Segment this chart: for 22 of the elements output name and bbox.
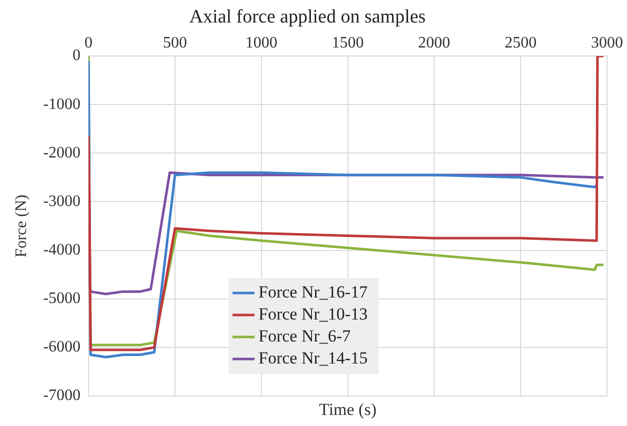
y-tick-label: -7000 <box>43 387 81 404</box>
y-tick-label: -2000 <box>43 144 81 162</box>
y-tick-label: -6000 <box>43 338 81 356</box>
x-tick-label: 2000 <box>418 34 450 52</box>
legend-label: Force Nr_14-15 <box>258 348 368 368</box>
y-tick-label: -4000 <box>43 241 81 258</box>
x-tick-label: 1000 <box>245 34 278 52</box>
y-tick-label: -1000 <box>43 96 81 113</box>
y-tick-label: 0 <box>72 47 81 64</box>
y-tick-label: -5000 <box>43 290 81 308</box>
x-tick-label: 1500 <box>332 34 364 52</box>
legend-label: Force Nr_16-17 <box>258 282 368 302</box>
chart-title: Axial force applied on samples <box>189 6 426 28</box>
y-axis-title: Force (N) <box>12 194 30 258</box>
x-tick-label: 3000 <box>591 34 623 52</box>
x-axis-title: Time (s) <box>319 400 376 419</box>
x-tick-label: 0 <box>84 34 93 52</box>
x-tick-label: 500 <box>162 34 187 52</box>
x-tick-label: 2500 <box>504 34 537 52</box>
legend-label: Force Nr_10-13 <box>258 304 368 324</box>
y-tick-label: -3000 <box>43 192 81 210</box>
legend-label: Force Nr_6-7 <box>258 326 352 346</box>
